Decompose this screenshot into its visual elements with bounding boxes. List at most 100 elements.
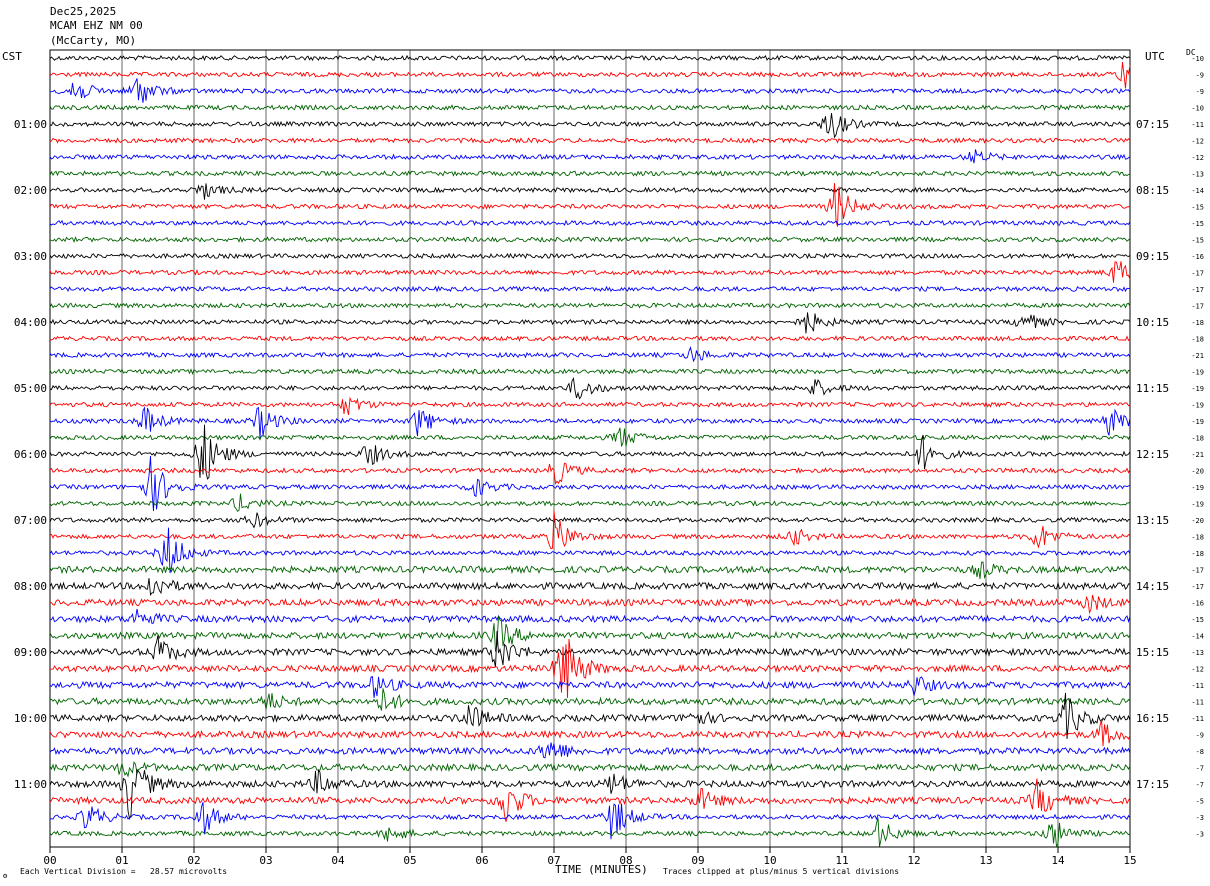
right-time-label: 14:15 [1136,580,1169,593]
dc-offset-label: -13 [1191,171,1204,179]
seismic-trace [49,638,1131,698]
dc-offset-label: -19 [1191,402,1204,410]
dc-offset-label: -16 [1191,253,1204,261]
dc-offset-label: -15 [1191,237,1204,245]
dc-offset-label: -15 [1191,616,1204,624]
dc-offset-label: -9 [1196,72,1204,80]
seismic-trace [49,236,1131,243]
right-time-label: 15:15 [1136,646,1169,659]
plot-date: Dec25,2025 [50,5,117,18]
right-time-label: 12:15 [1136,448,1169,461]
dc-offset-label: -11 [1191,715,1204,723]
x-tick-label: 07 [547,854,560,867]
dc-offset-label: -11 [1191,121,1204,129]
seismic-trace [49,778,1131,822]
dc-offset-label: -14 [1191,187,1204,195]
station-code: MCAM EHZ NM 00 [50,19,143,32]
seismic-trace [49,312,1131,334]
dc-offset-label: -3 [1196,814,1204,822]
dc-offset-label: -21 [1191,352,1204,360]
right-time-label: 16:15 [1136,712,1169,725]
plot-grid [49,49,1131,853]
left-time-label: 06:00 [14,448,47,461]
dc-offset-label: -17 [1191,583,1204,591]
dc-offset-label: -14 [1191,633,1204,641]
dc-offset-label: -18 [1191,550,1204,558]
seismic-trace [49,406,1131,439]
x-tick-label: 00 [43,854,56,867]
dc-offset-label: -9 [1196,732,1204,740]
dc-offset-label: -19 [1191,369,1204,377]
left-time-label: 04:00 [14,316,47,329]
dc-offset-label: -10 [1191,105,1204,113]
dc-offset-label: -18 [1191,319,1204,327]
seismic-trace [49,462,1131,485]
dc-offset-label: -19 [1191,501,1204,509]
dc-offset-label: -18 [1191,336,1204,344]
x-tick-label: 10 [763,854,776,867]
seismic-trace [49,527,1131,574]
right-timezone-label: UTC [1145,50,1165,63]
seismic-trace [49,62,1131,89]
seismic-trace [49,676,1131,698]
logo-icon: ⚙ [3,872,8,880]
x-tick-label: 01 [115,854,128,867]
dc-offset-label: -8 [1196,748,1204,756]
right-time-label: 11:15 [1136,382,1169,395]
dc-offset-label: -16 [1191,600,1204,608]
dc-offset-label: -12 [1191,138,1204,146]
seismic-trace [49,345,1131,363]
plot-frame [49,49,1131,848]
seismic-trace [49,493,1131,512]
left-time-label: 03:00 [14,250,47,263]
seismic-trace [49,692,1131,739]
scale-note: Each Vertical Division = 28.57 microvolt… [20,867,228,876]
seismic-trace [49,768,1131,821]
seismic-trace [49,427,1131,447]
seismic-trace [49,252,1131,260]
dc-offset-label: -19 [1191,385,1204,393]
seismic-trace [49,631,1131,668]
seismic-trace [49,608,1131,625]
x-tick-label: 15 [1123,854,1136,867]
trace-group [49,54,1131,848]
dc-offset-label: -7 [1196,765,1204,773]
left-time-label: 11:00 [14,778,47,791]
seismic-trace [49,78,1131,103]
left-time-label: 02:00 [14,184,47,197]
dc-offset-label: -15 [1191,204,1204,212]
seismic-trace [49,149,1131,164]
seismic-trace [49,719,1131,747]
left-time-label: 07:00 [14,514,47,527]
seismic-trace [49,455,1131,512]
seismic-trace [49,512,1131,529]
seismic-trace [49,594,1131,615]
right-time-label: 10:15 [1136,316,1169,329]
dc-offset-label: -18 [1191,534,1204,542]
seismic-trace [49,802,1131,840]
label-group: 00 01 02 03 04 05 06 07 08 09 10 11 12 13 14 15 -10 -9 -9 -… [14,55,1204,867]
x-tick-label: 06 [475,854,488,867]
seismic-trace [49,285,1131,293]
dc-offset-label: -5 [1196,798,1204,806]
clip-note: Traces clipped at plus/minus 5 vertical … [663,867,900,876]
left-time-label: 08:00 [14,580,47,593]
seismic-trace [49,510,1131,550]
x-tick-label: 08 [619,854,632,867]
seismic-trace [49,616,1131,652]
seismic-trace [49,561,1131,580]
seismic-trace [49,104,1131,111]
seismic-trace [49,817,1131,848]
dc-offset-label: -12 [1191,154,1204,162]
dc-offset-label: -18 [1191,435,1204,443]
right-time-label: 13:15 [1136,514,1169,527]
dc-offset-label: -11 [1191,699,1204,707]
right-time-label: 08:15 [1136,184,1169,197]
dc-offset-header: DC [1186,48,1196,57]
dc-offset-label: -7 [1196,781,1204,789]
right-time-label: 17:15 [1136,778,1169,791]
left-time-label: 10:00 [14,712,47,725]
seismic-trace [49,396,1131,415]
dc-offset-label: -10 [1191,55,1204,63]
